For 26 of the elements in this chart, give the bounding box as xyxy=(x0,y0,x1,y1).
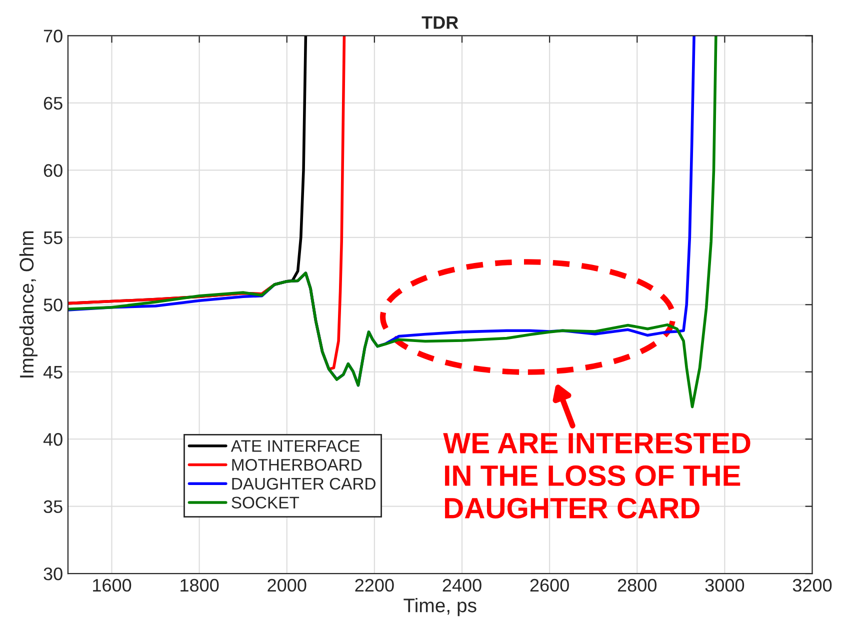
y-tick-label: 30 xyxy=(44,567,62,580)
y-tick-label: 70 xyxy=(44,30,62,42)
annotation: WE ARE INTERESTED IN THE LOSS OF THE DAUGHTER CARD xyxy=(443,432,750,518)
x-tick-label: 2200 xyxy=(355,578,394,592)
y-axis-title: Impedance, Ohm xyxy=(19,231,38,378)
y-tick-label: 40 xyxy=(43,433,62,446)
legend-label: MOTHERBOARD xyxy=(232,458,362,471)
y-tick-label: 60 xyxy=(44,164,62,177)
x-tick-label: 3000 xyxy=(705,578,744,592)
y-tick-label: 45 xyxy=(43,366,62,379)
legend-label: SOCKET xyxy=(232,496,300,509)
x-tick-label: 2400 xyxy=(442,578,482,592)
x-tick-label: 1800 xyxy=(180,578,219,592)
x-tick-label: 2600 xyxy=(530,578,569,592)
y-tick-label: 50 xyxy=(44,298,62,312)
y-tick-label: 35 xyxy=(44,500,62,514)
legend-label: DAUGHTER CARD xyxy=(232,478,376,490)
x-tick-label: 2800 xyxy=(618,578,657,592)
chart-title: TDR xyxy=(422,16,458,29)
x-axis-title: Time, ps xyxy=(404,598,476,616)
x-tick-label: 1600 xyxy=(93,578,132,592)
x-tick-label: 2000 xyxy=(268,578,306,592)
y-tick-label: 55 xyxy=(44,232,62,244)
x-tick-label: 3200 xyxy=(792,578,832,592)
legend-label: ATE INTERFACE xyxy=(230,440,360,452)
y-tick-label: 65 xyxy=(44,96,62,110)
